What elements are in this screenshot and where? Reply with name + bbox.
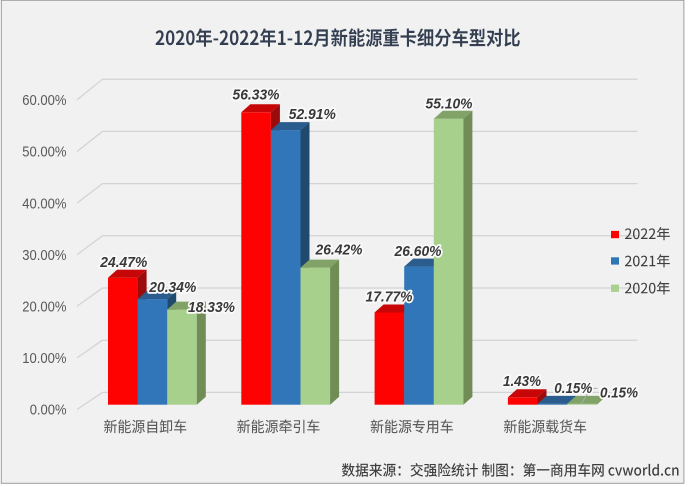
svg-text:26.60%: 26.60% <box>394 243 442 260</box>
svg-text:20.34%: 20.34% <box>148 279 196 296</box>
svg-text:60.00%: 60.00% <box>22 93 66 109</box>
svg-text:0.15%: 0.15% <box>554 380 592 397</box>
svg-text:10.00%: 10.00% <box>22 351 66 367</box>
svg-text:52.91%: 52.91% <box>289 106 336 123</box>
svg-text:24.47%: 24.47% <box>99 254 147 271</box>
svg-text:50.00%: 50.00% <box>22 145 66 161</box>
svg-text:1.43%: 1.43% <box>503 373 541 390</box>
svg-text:20.00%: 20.00% <box>22 300 66 316</box>
svg-text:56.33%: 56.33% <box>233 86 280 103</box>
svg-text:55.10%: 55.10% <box>426 96 473 113</box>
svg-text:0.00%: 0.00% <box>30 403 67 419</box>
svg-text:17.77%: 17.77% <box>366 288 413 305</box>
svg-text:18.33%: 18.33% <box>188 299 235 316</box>
svg-text:0.15%: 0.15% <box>600 385 638 402</box>
svg-text:26.42%: 26.42% <box>315 242 363 259</box>
svg-text:30.00%: 30.00% <box>22 248 66 264</box>
svg-text:40.00%: 40.00% <box>22 196 66 212</box>
